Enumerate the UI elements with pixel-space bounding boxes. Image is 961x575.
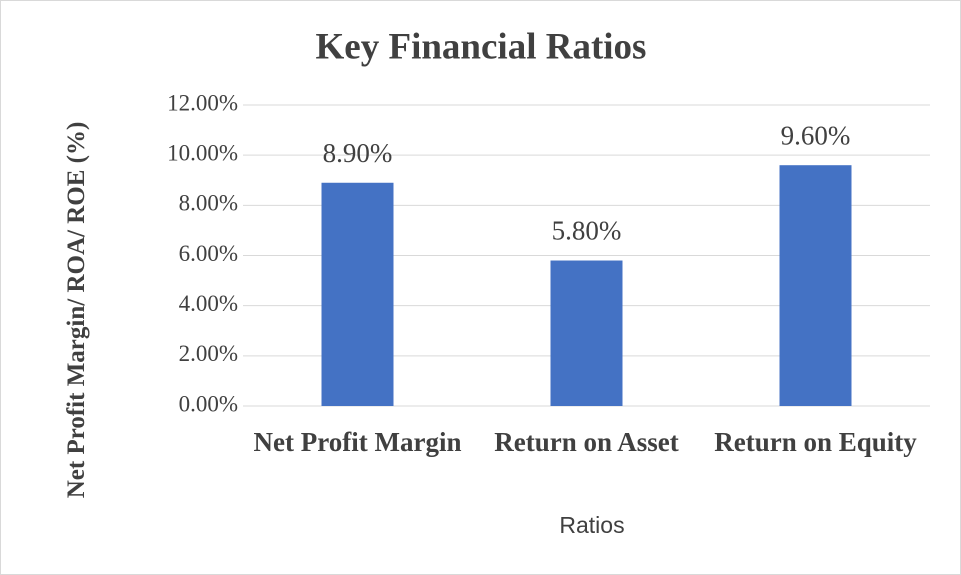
- y-tick-label: 12.00%: [167, 90, 238, 115]
- data-label: 5.80%: [552, 216, 622, 246]
- y-tick-label: 10.00%: [167, 140, 238, 165]
- bar: [550, 260, 623, 406]
- x-tick-label: Return on Asset: [494, 427, 679, 457]
- y-tick-label: 2.00%: [179, 341, 238, 366]
- bar: [779, 165, 852, 406]
- y-axis-title: Net Profit Margin/ ROA/ ROE (%): [63, 121, 90, 499]
- x-tick-label: Net Profit Margin: [253, 427, 462, 457]
- x-axis-title: Ratios: [559, 512, 624, 538]
- data-label: 8.90%: [323, 138, 393, 168]
- chart-title: Key Financial Ratios: [316, 26, 647, 67]
- data-label: 9.60%: [781, 120, 851, 150]
- x-tick-label: Return on Equity: [714, 427, 917, 457]
- bar: [321, 182, 394, 406]
- y-tick-label: 4.00%: [179, 291, 238, 316]
- y-tick-label: 0.00%: [179, 391, 238, 416]
- y-tick-label: 6.00%: [179, 241, 238, 266]
- y-tick-label: 8.00%: [179, 191, 238, 216]
